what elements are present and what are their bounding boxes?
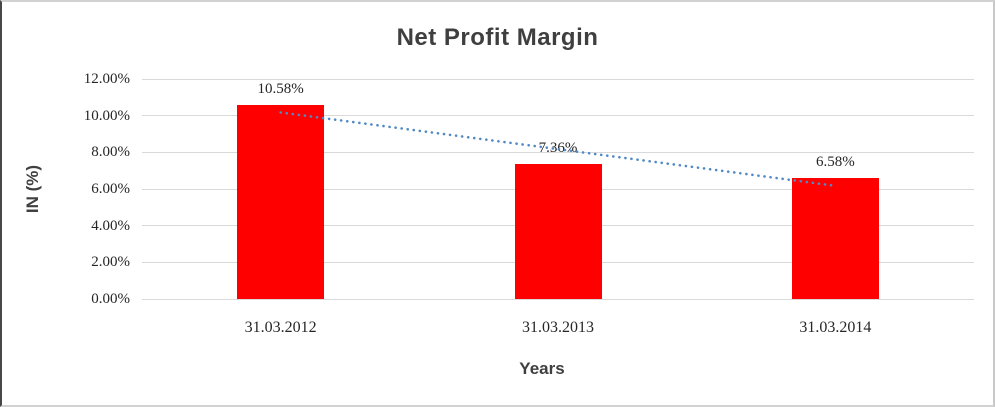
x-tick-31.03.2012: 31.03.2012 [244,319,317,336]
gridline-0.00% [142,298,974,300]
gridline-10.00% [142,115,974,117]
y-tick-12.00%: 12.00% [83,71,130,87]
y-tick-0.00%: 0.00% [91,291,130,307]
x-tick-31.03.2014: 31.03.2014 [799,319,872,336]
y-tick-10.00%: 10.00% [83,107,130,124]
gridline-8.00% [142,151,974,153]
x-tick-31.03.2013: 31.03.2013 [522,319,594,336]
data-label-31.03.2014: 6.58% [815,154,855,171]
data-label-31.03.2012: 10.58% [257,81,304,98]
gridline-12.00% [142,78,974,80]
y-tick-2.00%: 2.00% [91,254,130,271]
y-axis-title: IN (%) [18,79,48,299]
bar-31.03.2014[interactable] [791,178,879,299]
x-axis-title: Years [519,359,565,378]
chart-title: Net Profit Margin [396,24,599,51]
y-axis-title-text: IN (%) [23,164,43,214]
y-tick-4.00%: 4.00% [91,217,130,234]
plot-area: 10.58% 7.36% 6.58% [142,78,974,300]
y-tick-6.00%: 6.00% [91,181,130,197]
trendline-path[interactable] [279,111,837,188]
data-label-31.03.2013: 7.36% [538,140,578,157]
bar-31.03.2012[interactable] [237,105,325,299]
bar-31.03.2013[interactable] [514,164,602,299]
y-tick-8.00%: 8.00% [91,144,130,161]
trendline[interactable] [142,79,974,299]
